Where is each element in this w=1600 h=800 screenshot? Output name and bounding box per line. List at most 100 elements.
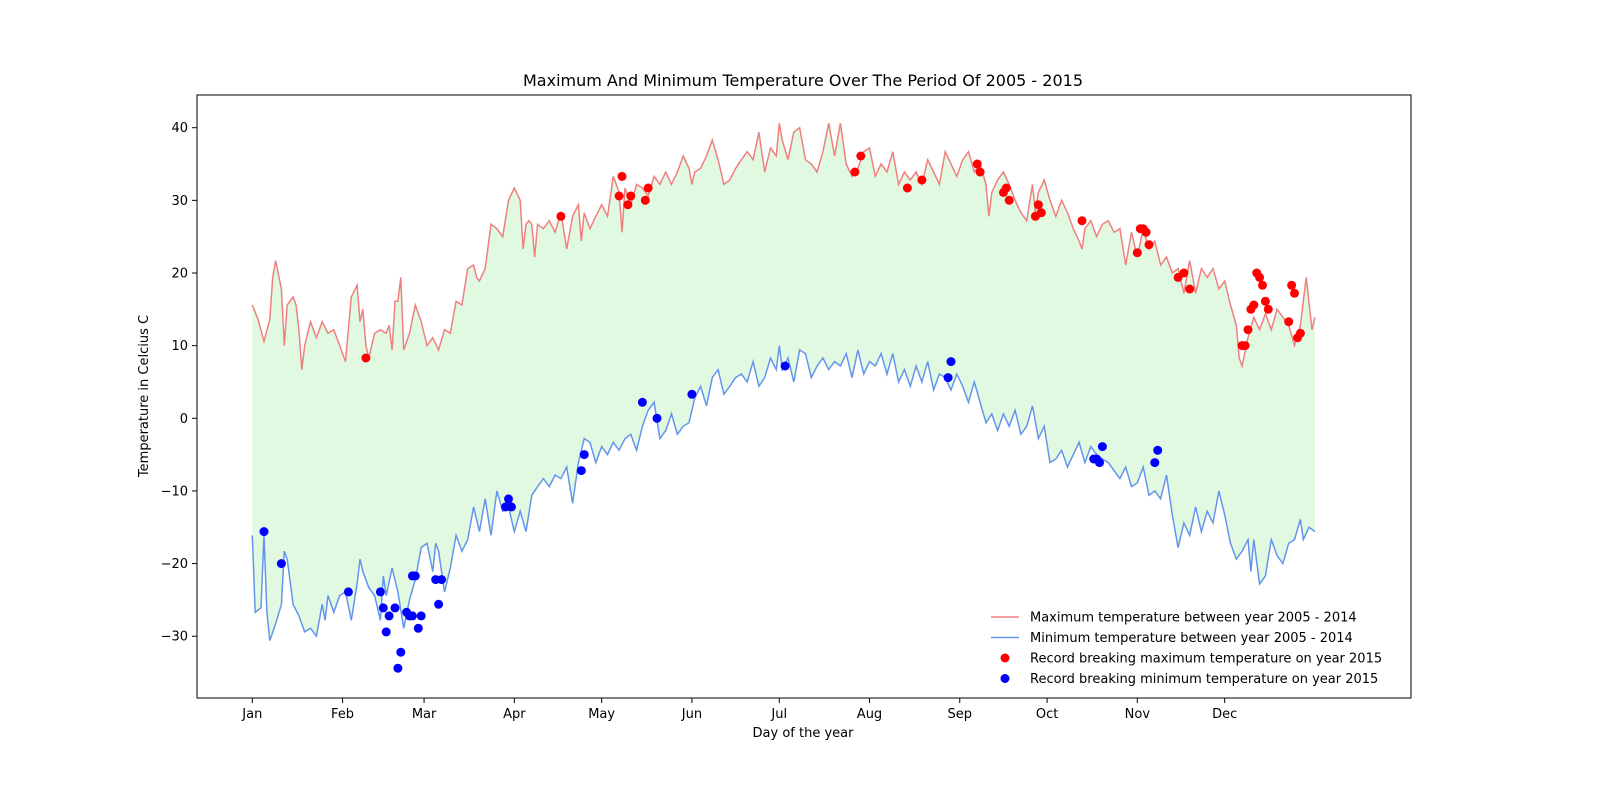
record-min-point	[393, 663, 403, 673]
x-tick-label: Mar	[412, 707, 437, 722]
min-temperature-line	[251, 345, 1316, 641]
y-axis-title: Temperature in Celcius C	[137, 315, 152, 478]
record-max-point	[972, 159, 982, 169]
legend-label: Record breaking minimum temperature on y…	[1030, 672, 1378, 687]
record-max-point	[626, 191, 636, 201]
record-max-point	[1263, 304, 1273, 314]
record-min-point	[943, 373, 953, 383]
record-max-point	[1240, 341, 1250, 351]
record-max-point	[1036, 208, 1046, 218]
record-max-point	[623, 200, 633, 210]
x-tick-label: Feb	[331, 707, 354, 722]
record-max-point	[1001, 183, 1011, 193]
record-min-point	[1153, 445, 1163, 455]
record-max-point	[640, 195, 650, 205]
record-max-point	[1284, 317, 1294, 327]
record-min-point	[687, 389, 697, 399]
x-axis-title: Day of the year	[753, 726, 855, 741]
record-max-point	[902, 183, 912, 193]
axes-frame	[196, 94, 1412, 699]
record-min-point	[416, 611, 426, 621]
record-max-point	[856, 151, 866, 161]
x-tick-label: Jul	[770, 707, 787, 722]
y-tick-label: −10	[161, 484, 188, 499]
record-max-point	[1077, 216, 1087, 226]
y-axis-ticks: −30 −20 −10 0 10 20 30 40	[161, 121, 197, 645]
y-tick-label: −20	[161, 557, 188, 572]
record-min-point	[504, 494, 513, 504]
record-min-point	[343, 587, 353, 597]
record-min-point	[407, 611, 417, 621]
record-max-point	[917, 175, 927, 185]
y-tick-label: 20	[171, 266, 188, 281]
record-max-point	[1287, 280, 1297, 290]
record-min-point	[384, 611, 394, 621]
record-max-point	[1185, 284, 1195, 294]
record-max-point	[614, 191, 624, 201]
record-min-point	[390, 603, 400, 613]
legend-marker-swatch	[1000, 674, 1010, 683]
record-max-point	[617, 171, 627, 181]
max-temperature-line	[251, 123, 1316, 370]
x-axis-ticks: Jan Feb Mar Apr May Jun Jul Aug Sep Oct Nov Dec	[241, 698, 1237, 722]
record-min-point	[378, 603, 388, 613]
record-max-point	[1260, 296, 1270, 306]
record-min-point	[396, 647, 406, 657]
record-max-point	[643, 183, 653, 193]
x-tick-label: Nov	[1125, 707, 1151, 722]
legend-label: Minimum temperature between year 2005 - …	[1030, 631, 1353, 646]
record-max-point	[1249, 300, 1259, 310]
record-max-point	[1132, 248, 1142, 258]
y-tick-label: 40	[171, 121, 188, 136]
x-tick-label: Jan	[241, 707, 262, 722]
record-min-point	[276, 559, 286, 569]
legend: Maximum temperature between year 2005 - …	[991, 611, 1382, 687]
y-tick-label: 30	[171, 194, 188, 209]
chart-title: Maximum And Minimum Temperature Over The…	[523, 71, 1083, 90]
temperature-range-fill	[252, 123, 1315, 641]
record-max-point	[1258, 280, 1267, 290]
record-min-point	[576, 466, 586, 476]
record-min-point	[437, 575, 446, 585]
x-tick-label: May	[588, 707, 615, 722]
record-min-point	[946, 357, 956, 367]
x-tick-label: Dec	[1212, 707, 1237, 722]
plot-area	[196, 94, 1412, 699]
record-max-point	[1144, 240, 1154, 250]
record-max-point	[1243, 325, 1253, 335]
record-min-point	[637, 397, 647, 407]
record-max-point	[361, 353, 371, 363]
record-min-point	[259, 527, 269, 537]
record-min-point	[1150, 458, 1160, 468]
record-min-point	[652, 413, 662, 423]
record-max-point	[556, 211, 566, 221]
record-min-point	[506, 502, 516, 512]
legend-label: Record breaking maximum temperature on y…	[1030, 652, 1382, 667]
x-tick-label: Apr	[503, 707, 526, 722]
y-tick-label: 10	[171, 339, 188, 354]
record-max-point	[850, 167, 860, 177]
record-min-point	[410, 571, 420, 581]
record-min-point	[375, 587, 385, 597]
record-max-point	[1255, 272, 1265, 282]
x-tick-label: Jun	[681, 707, 702, 722]
legend-marker-swatch	[1000, 653, 1010, 663]
record-min-point	[1095, 458, 1104, 468]
record-max-point	[1295, 328, 1305, 338]
record-max-point	[1033, 200, 1043, 210]
y-tick-label: −30	[161, 630, 188, 645]
record-max-point	[1141, 227, 1151, 237]
x-tick-label: Sep	[947, 707, 972, 722]
record-max-point	[1179, 268, 1189, 278]
record-max-point	[975, 167, 985, 177]
legend-label: Maximum temperature between year 2005 - …	[1030, 611, 1357, 626]
record-max-point	[1004, 195, 1014, 205]
record-min-point	[413, 623, 423, 633]
record-min-point	[381, 627, 391, 637]
record-min-point	[1097, 442, 1107, 452]
record-min-point	[434, 599, 444, 609]
x-tick-label: Oct	[1036, 707, 1058, 722]
x-tick-label: Aug	[857, 707, 882, 722]
record-min-point	[579, 450, 589, 460]
